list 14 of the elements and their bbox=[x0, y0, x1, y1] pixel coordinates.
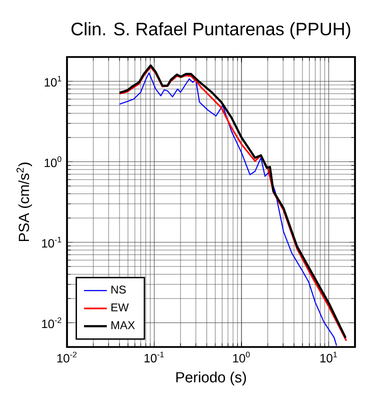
legend-label: MAX bbox=[111, 321, 135, 330]
y-tick-label: 10$^{0}$ bbox=[44, 156, 62, 168]
x-tick-label: 10$^{-2}$ bbox=[57, 352, 76, 363]
x-axis-title: Periodo (s) bbox=[176, 372, 246, 386]
y-axis-title: PSA (cm/s$^{2}$) bbox=[16, 162, 32, 242]
x-tick-label: 10$^{-1}$ bbox=[144, 352, 164, 362]
y-tick-label: 10$^{-1}$ bbox=[42, 236, 62, 248]
chart-title: Clin. S. Rafael Puntarenas (PPUH) bbox=[72, 22, 350, 39]
legend-label: EW bbox=[111, 303, 129, 312]
y-tick-label: 10$^{-2}$ bbox=[42, 317, 62, 328]
y-tick-label: 10$^{1}$ bbox=[44, 76, 62, 87]
x-tick-label: 10$^{0}$ bbox=[233, 352, 250, 363]
x-tick-label: 10$^{1}$ bbox=[320, 352, 337, 362]
legend-label: NS bbox=[111, 286, 126, 294]
